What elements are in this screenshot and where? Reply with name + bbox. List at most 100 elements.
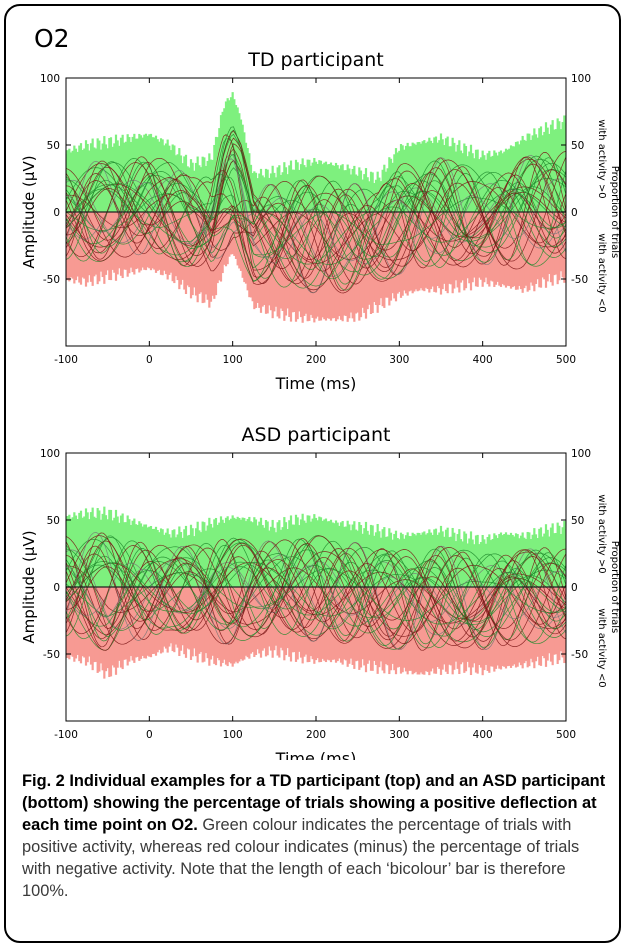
panel2-negative-bar <box>248 587 251 659</box>
panel1-positive-bar <box>356 175 359 212</box>
panel1-negative-bar <box>229 212 233 255</box>
panel2-negative-bar <box>461 587 464 663</box>
panel2-y2tick-label: -50 <box>571 649 588 661</box>
panel1-negative-bar <box>244 212 248 284</box>
panel2-positive-bar <box>149 525 153 587</box>
panel1-xlabel: Time (ms) <box>275 374 357 393</box>
panel2-negative-bar <box>78 587 81 662</box>
panel2-positive-bar <box>453 532 456 587</box>
panel1-positive-bar <box>319 160 323 212</box>
panel1-negative-bar <box>113 212 116 273</box>
panel2-negative-bar <box>421 587 424 675</box>
panel2-negative-bar <box>141 587 144 656</box>
panel1-positive-bar <box>364 168 368 212</box>
panel2-negative-bar <box>501 587 504 667</box>
panel2-positive-bar <box>304 522 308 587</box>
panel1-positive-bar <box>406 142 409 212</box>
panel1-negative-bar <box>363 212 366 313</box>
panel2-positive-bar <box>223 522 226 587</box>
panel2-positive-bar <box>556 522 559 587</box>
panel2-negative-bar <box>343 587 346 660</box>
panel2-positive-bar <box>491 538 494 587</box>
panel1-negative-bar <box>518 212 521 286</box>
panel2-positive-bar <box>438 532 441 587</box>
panel2-negative-bar <box>551 587 554 666</box>
panel1-positive-bar <box>281 172 284 212</box>
panel2-negative-bar <box>224 587 228 665</box>
panel2-positive-bar <box>358 522 361 587</box>
panel2-xtick-label: 100 <box>223 729 243 741</box>
panel2-negative-bar <box>353 587 356 669</box>
panel2-y2tick-label: 0 <box>571 582 578 594</box>
panel1-positive-bar <box>246 148 249 212</box>
panel2-positive-bar <box>413 533 416 587</box>
panel1-positive-bar <box>386 168 389 212</box>
panel2-negative-bar <box>506 587 509 667</box>
panel1-negative-bar <box>523 212 526 289</box>
panel1-negative-bar <box>254 212 258 308</box>
panel2-negative-bar <box>564 587 566 655</box>
panel1-trial-trace <box>66 156 566 285</box>
panel2-positive-bar <box>446 527 449 587</box>
panel1-negative-bar <box>69 212 73 278</box>
panel1-positive-bar <box>149 133 153 212</box>
panel2-positive-bar <box>406 532 409 587</box>
panel1-negative-bar <box>326 212 329 319</box>
panel1-negative-bar <box>418 212 421 291</box>
panel2-positive-bar <box>99 519 103 587</box>
panel1-negative-bar <box>243 212 246 283</box>
panel1-negative-bar <box>256 212 259 303</box>
panel1-negative-bar <box>468 212 471 284</box>
panel2-positive-bar <box>516 534 519 587</box>
panel2-positive-bar <box>514 533 518 587</box>
panel1-positive-bar <box>124 141 128 212</box>
panel2-negative-bar <box>256 587 259 650</box>
panel2-positive-bar <box>143 524 146 587</box>
panel2-negative-bar <box>136 587 139 657</box>
panel1-negative-bar <box>294 212 298 322</box>
panel2-positive-bar <box>218 522 221 587</box>
panel2-negative-bar <box>341 587 344 665</box>
panel1-positive-bar <box>478 159 481 212</box>
panel1-y2tick-label: 100 <box>571 73 591 85</box>
panel2-positive-bar <box>534 534 538 587</box>
panel2-positive-bar <box>493 533 496 587</box>
panel2-trial-trace <box>66 535 566 648</box>
panel2-negative-bar <box>519 587 523 666</box>
panel1-negative-bar <box>423 212 426 292</box>
panel2-negative-bar <box>98 587 101 672</box>
panel2-positive-bar <box>228 520 231 587</box>
panel1-negative-bar <box>226 212 229 265</box>
panel1-negative-bar <box>521 212 524 293</box>
panel1-positive-bar <box>399 144 403 212</box>
panel1-positive-bar <box>186 166 189 212</box>
panel1-positive-bar <box>529 139 533 212</box>
panel2-positive-bar <box>158 532 161 587</box>
panel1-positive-bar <box>408 146 411 212</box>
panel2-negative-bar <box>364 587 368 673</box>
panel2-negative-bar <box>336 587 339 662</box>
panel1-positive-bar <box>479 157 483 212</box>
panel1-negative-bar <box>169 212 173 273</box>
panel1-negative-bar <box>381 212 384 307</box>
panel2-positive-bar <box>209 523 213 587</box>
panel2-negative-bar <box>293 587 296 653</box>
panel2-negative-bar <box>436 587 439 668</box>
panel2-positive-bar <box>196 521 199 587</box>
panel2-negative-bar <box>99 587 103 664</box>
panel2-positive-bar <box>451 527 454 587</box>
panel1-negative-bar <box>346 212 349 322</box>
panel1-positive-bar <box>136 138 139 212</box>
panel2-negative-bar <box>359 587 363 668</box>
panel2-negative-bar <box>246 587 249 658</box>
panel2-negative-bar <box>184 587 188 658</box>
panel2-negative-bar <box>243 587 246 660</box>
panel2-positive-bar <box>376 523 379 587</box>
panel2-positive-bar <box>544 524 548 587</box>
panel1-positive-bar <box>503 151 506 212</box>
panel2-positive-bar <box>448 537 451 587</box>
panel1-positive-bar <box>411 142 414 212</box>
panel2-positive-bar <box>541 536 544 587</box>
panel2-positive-bar <box>111 520 114 587</box>
panel1-negative-bar <box>428 212 431 293</box>
